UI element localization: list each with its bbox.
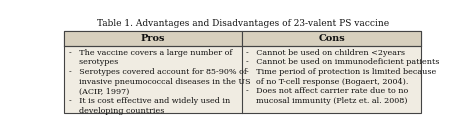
Bar	[242, 31, 421, 46]
Bar	[64, 31, 421, 113]
Text: Table 1. Advantages and Disadvantages of 23-valent PS vaccine: Table 1. Advantages and Disadvantages of…	[97, 19, 389, 28]
Text: -   Cannot be used on children <2years
-   Cannot be used on immunodeficient pat: - Cannot be used on children <2years - C…	[246, 49, 439, 105]
Bar	[64, 31, 242, 46]
Text: Pros: Pros	[141, 34, 165, 43]
Text: -   The vaccine covers a large number of
    serotypes
-   Serotypes covered acc: - The vaccine covers a large number of s…	[69, 49, 250, 115]
Text: Cons: Cons	[318, 34, 345, 43]
